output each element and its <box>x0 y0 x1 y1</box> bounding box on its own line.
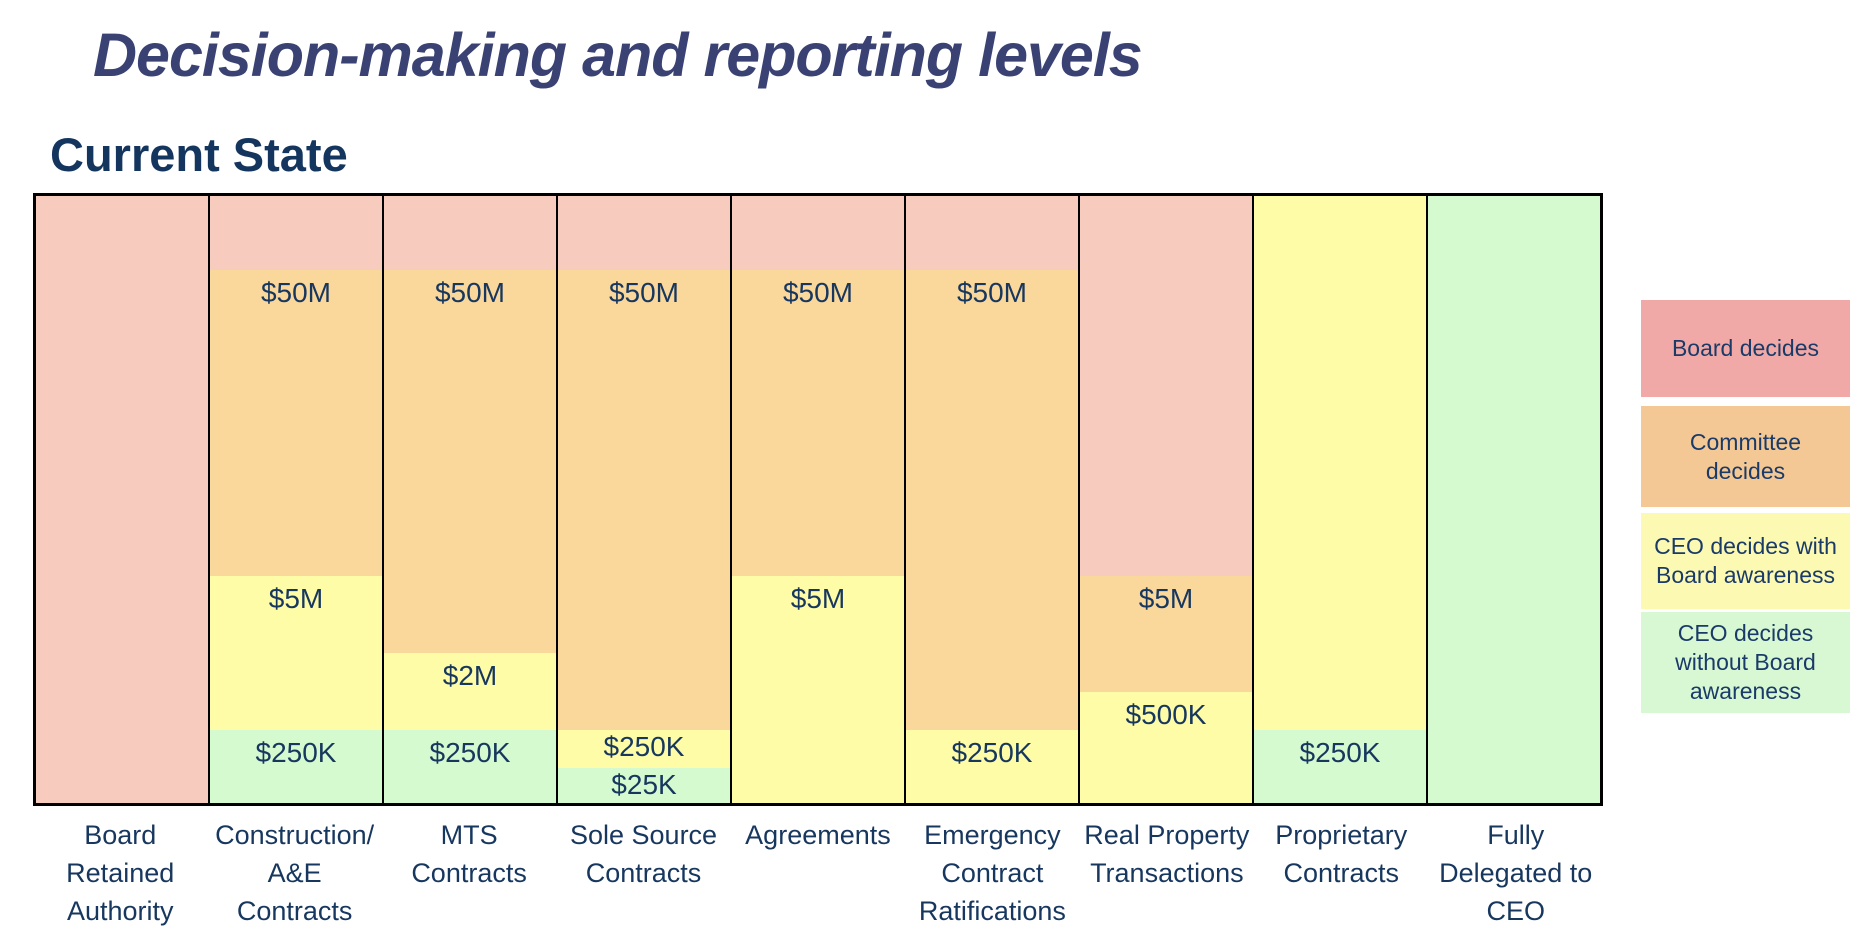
band-committee: $50M <box>384 270 556 653</box>
threshold-label: $50M <box>956 277 1028 308</box>
category-label-board-retained-authority: Board Retained Authority <box>33 816 207 930</box>
column-proprietary-contracts: $250K <box>1254 196 1428 803</box>
category-label-line: Proprietary <box>1275 820 1408 850</box>
threshold-label: $250K <box>255 737 337 768</box>
category-label-mts-contracts: MTS Contracts <box>382 816 556 930</box>
threshold-label: $500K <box>1125 699 1207 730</box>
legend-item-label: CEO decides without Board awareness <box>1675 620 1816 704</box>
band-committee: $5M <box>1080 576 1252 692</box>
band-ceo_with: $5M <box>732 576 904 803</box>
threshold-label: $2M <box>442 660 498 691</box>
legend-item-label: Committee decides <box>1689 428 1802 484</box>
category-label-sole-source-contracts: Sole Source Contracts <box>556 816 730 930</box>
category-label-line: MTS <box>440 820 498 850</box>
band-ceo_with <box>1254 196 1426 730</box>
threshold-label: $5M <box>1138 583 1194 614</box>
category-label-line: Ratifications <box>918 896 1066 926</box>
legend-item-ceo-decides-without-board-awareness: CEO decides without Board awareness <box>1641 612 1850 713</box>
category-label-line: CEO <box>1486 896 1545 926</box>
band-ceo_with: $5M <box>210 576 382 730</box>
threshold-label: $25K <box>611 769 677 800</box>
category-label-line: Contracts <box>585 858 702 888</box>
legend-item-ceo-decides-with-board-awareness: CEO decides with Board awareness <box>1641 513 1850 609</box>
band-ceo_without: $250K <box>384 730 556 803</box>
category-label-proprietary-contracts: Proprietary Contracts <box>1254 816 1428 930</box>
category-label-line: Sole Source <box>569 820 718 850</box>
category-label-emergency-contract-ratifications: Emergency Contract Ratifications <box>905 816 1079 930</box>
band-ceo_with: $250K <box>906 730 1078 803</box>
category-label-line: Transactions <box>1090 858 1244 888</box>
category-label-line: Contracts <box>1283 858 1400 888</box>
column-sole-source-contracts: $50M $250K $25K <box>558 196 732 803</box>
band-committee: $50M <box>732 270 904 576</box>
legend: Board decides Committee decides CEO decides… <box>1641 0 1850 930</box>
category-label-construction-a-e-contracts: Construction/A&E Contracts <box>207 816 381 930</box>
column-fully-delegated-to-ceo <box>1428 196 1600 803</box>
legend-item-label: CEO decides with Board awareness <box>1654 533 1837 588</box>
category-label-line: Delegated to <box>1439 858 1593 888</box>
column-emergency-contract-ratifications: $50M $250K <box>906 196 1080 803</box>
category-label-line: Construction/ <box>215 820 375 850</box>
band-committee: $50M <box>906 270 1078 730</box>
threshold-label: $250K <box>1299 737 1381 768</box>
band-board <box>36 196 208 803</box>
legend-item-board-decides: Board decides <box>1641 300 1850 397</box>
category-label-line: A&E <box>267 858 322 888</box>
band-board <box>906 196 1078 270</box>
column-real-property-transactions: $5M $500K <box>1080 196 1254 803</box>
legend-item-committee-decides: Committee decides <box>1641 406 1850 507</box>
column-construction-a-e-contracts: $50M $5M $250K <box>210 196 384 803</box>
category-label-line: Emergency <box>924 820 1061 850</box>
threshold-label: $50M <box>434 277 506 308</box>
band-ceo_without: $250K <box>210 730 382 803</box>
category-label-line: Board <box>84 820 157 850</box>
column-agreements: $50M $5M <box>732 196 906 803</box>
band-board <box>732 196 904 270</box>
category-label-real-property-transactions: Real Property Transactions <box>1080 816 1254 930</box>
band-committee: $50M <box>210 270 382 576</box>
band-board <box>1080 196 1252 576</box>
threshold-label: $50M <box>260 277 332 308</box>
page-title: Decision-making and reporting levels <box>93 21 1143 89</box>
category-label-line: Authority <box>66 896 174 926</box>
threshold-label: $50M <box>782 277 854 308</box>
threshold-label: $250K <box>429 737 511 768</box>
threshold-label: $250K <box>951 737 1033 768</box>
band-ceo_without <box>1428 196 1600 803</box>
band-ceo_with: $2M <box>384 653 556 730</box>
band-ceo_with: $250K <box>558 730 730 768</box>
legend-item-label: Board decides <box>1671 335 1820 361</box>
category-label-line: Agreements <box>745 820 891 850</box>
subtitle-current-state: Current State <box>50 128 348 181</box>
category-labels-row: Board Retained Authority Construction/A&E Co… <box>33 816 1603 930</box>
category-label-fully-delegated-to-ceo: Fully Delegated to CEO <box>1429 816 1603 930</box>
column-board-retained-authority <box>36 196 210 803</box>
category-label-line: Contract <box>941 858 1044 888</box>
band-ceo_without: $25K <box>558 768 730 803</box>
band-board <box>384 196 556 270</box>
decision-levels-chart: $50M $5M $250K $50M $2M $250K $50M $250K $25K $50… <box>33 193 1603 806</box>
category-label-line: Fully <box>1487 820 1545 850</box>
band-ceo_without: $250K <box>1254 730 1426 803</box>
category-label-line: Real Property <box>1084 820 1250 850</box>
category-label-line: Retained <box>66 858 175 888</box>
column-mts-contracts: $50M $2M $250K <box>384 196 558 803</box>
band-ceo_with: $500K <box>1080 692 1252 803</box>
band-board <box>210 196 382 270</box>
threshold-label: $250K <box>603 731 685 762</box>
band-committee: $50M <box>558 270 730 730</box>
threshold-label: $50M <box>608 277 680 308</box>
category-label-line: Contracts <box>411 858 527 888</box>
threshold-label: $5M <box>268 583 324 614</box>
band-board <box>558 196 730 270</box>
threshold-label: $5M <box>790 583 846 614</box>
category-label-agreements: Agreements <box>731 816 905 930</box>
category-label-line: Contracts <box>236 896 353 926</box>
